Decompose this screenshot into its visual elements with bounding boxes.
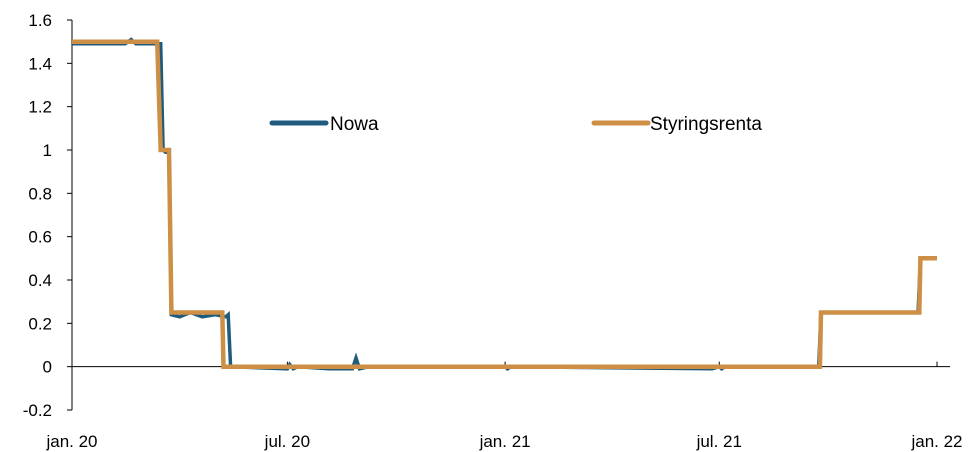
x-tick-label: jul. 21: [696, 432, 742, 451]
series-line-nowa: [72, 37, 937, 371]
x-tick-label: jan. 22: [910, 432, 962, 451]
y-axis-tick-labels: -0.2 0 0.2 0.4 0.6 0.8 1 1.2 1.4 1.6: [23, 11, 52, 420]
legend-styringsrenta-label: Styringsrenta: [650, 114, 762, 135]
y-tick-label: 0.4: [28, 271, 52, 290]
y-tick-label: 0.6: [28, 228, 52, 247]
x-tick-label: jul. 20: [264, 432, 310, 451]
y-tick-label: 0: [43, 358, 52, 377]
x-tick-label: jan. 20: [45, 432, 97, 451]
y-tick-label: 1.4: [28, 54, 52, 73]
y-tick-label: 1: [43, 141, 52, 160]
legend-nowa-label: Nowa: [330, 114, 379, 135]
y-tick-label: 1.6: [28, 11, 52, 30]
axes: [67, 19, 950, 411]
x-axis-tick-labels: jan. 20 jul. 20 jan. 21 jul. 21 jan. 22: [45, 432, 962, 451]
series-line-styringsrenta: [72, 39, 937, 369]
y-tick-label: 1.2: [28, 98, 52, 117]
y-tick-label: 0.8: [28, 184, 52, 203]
legend: Nowa Styringsrenta: [269, 114, 762, 135]
x-tick-label: jan. 21: [479, 432, 531, 451]
y-tick-label: -0.2: [23, 401, 52, 420]
series-lines: [72, 37, 937, 371]
y-tick-label: 0.2: [28, 314, 52, 333]
